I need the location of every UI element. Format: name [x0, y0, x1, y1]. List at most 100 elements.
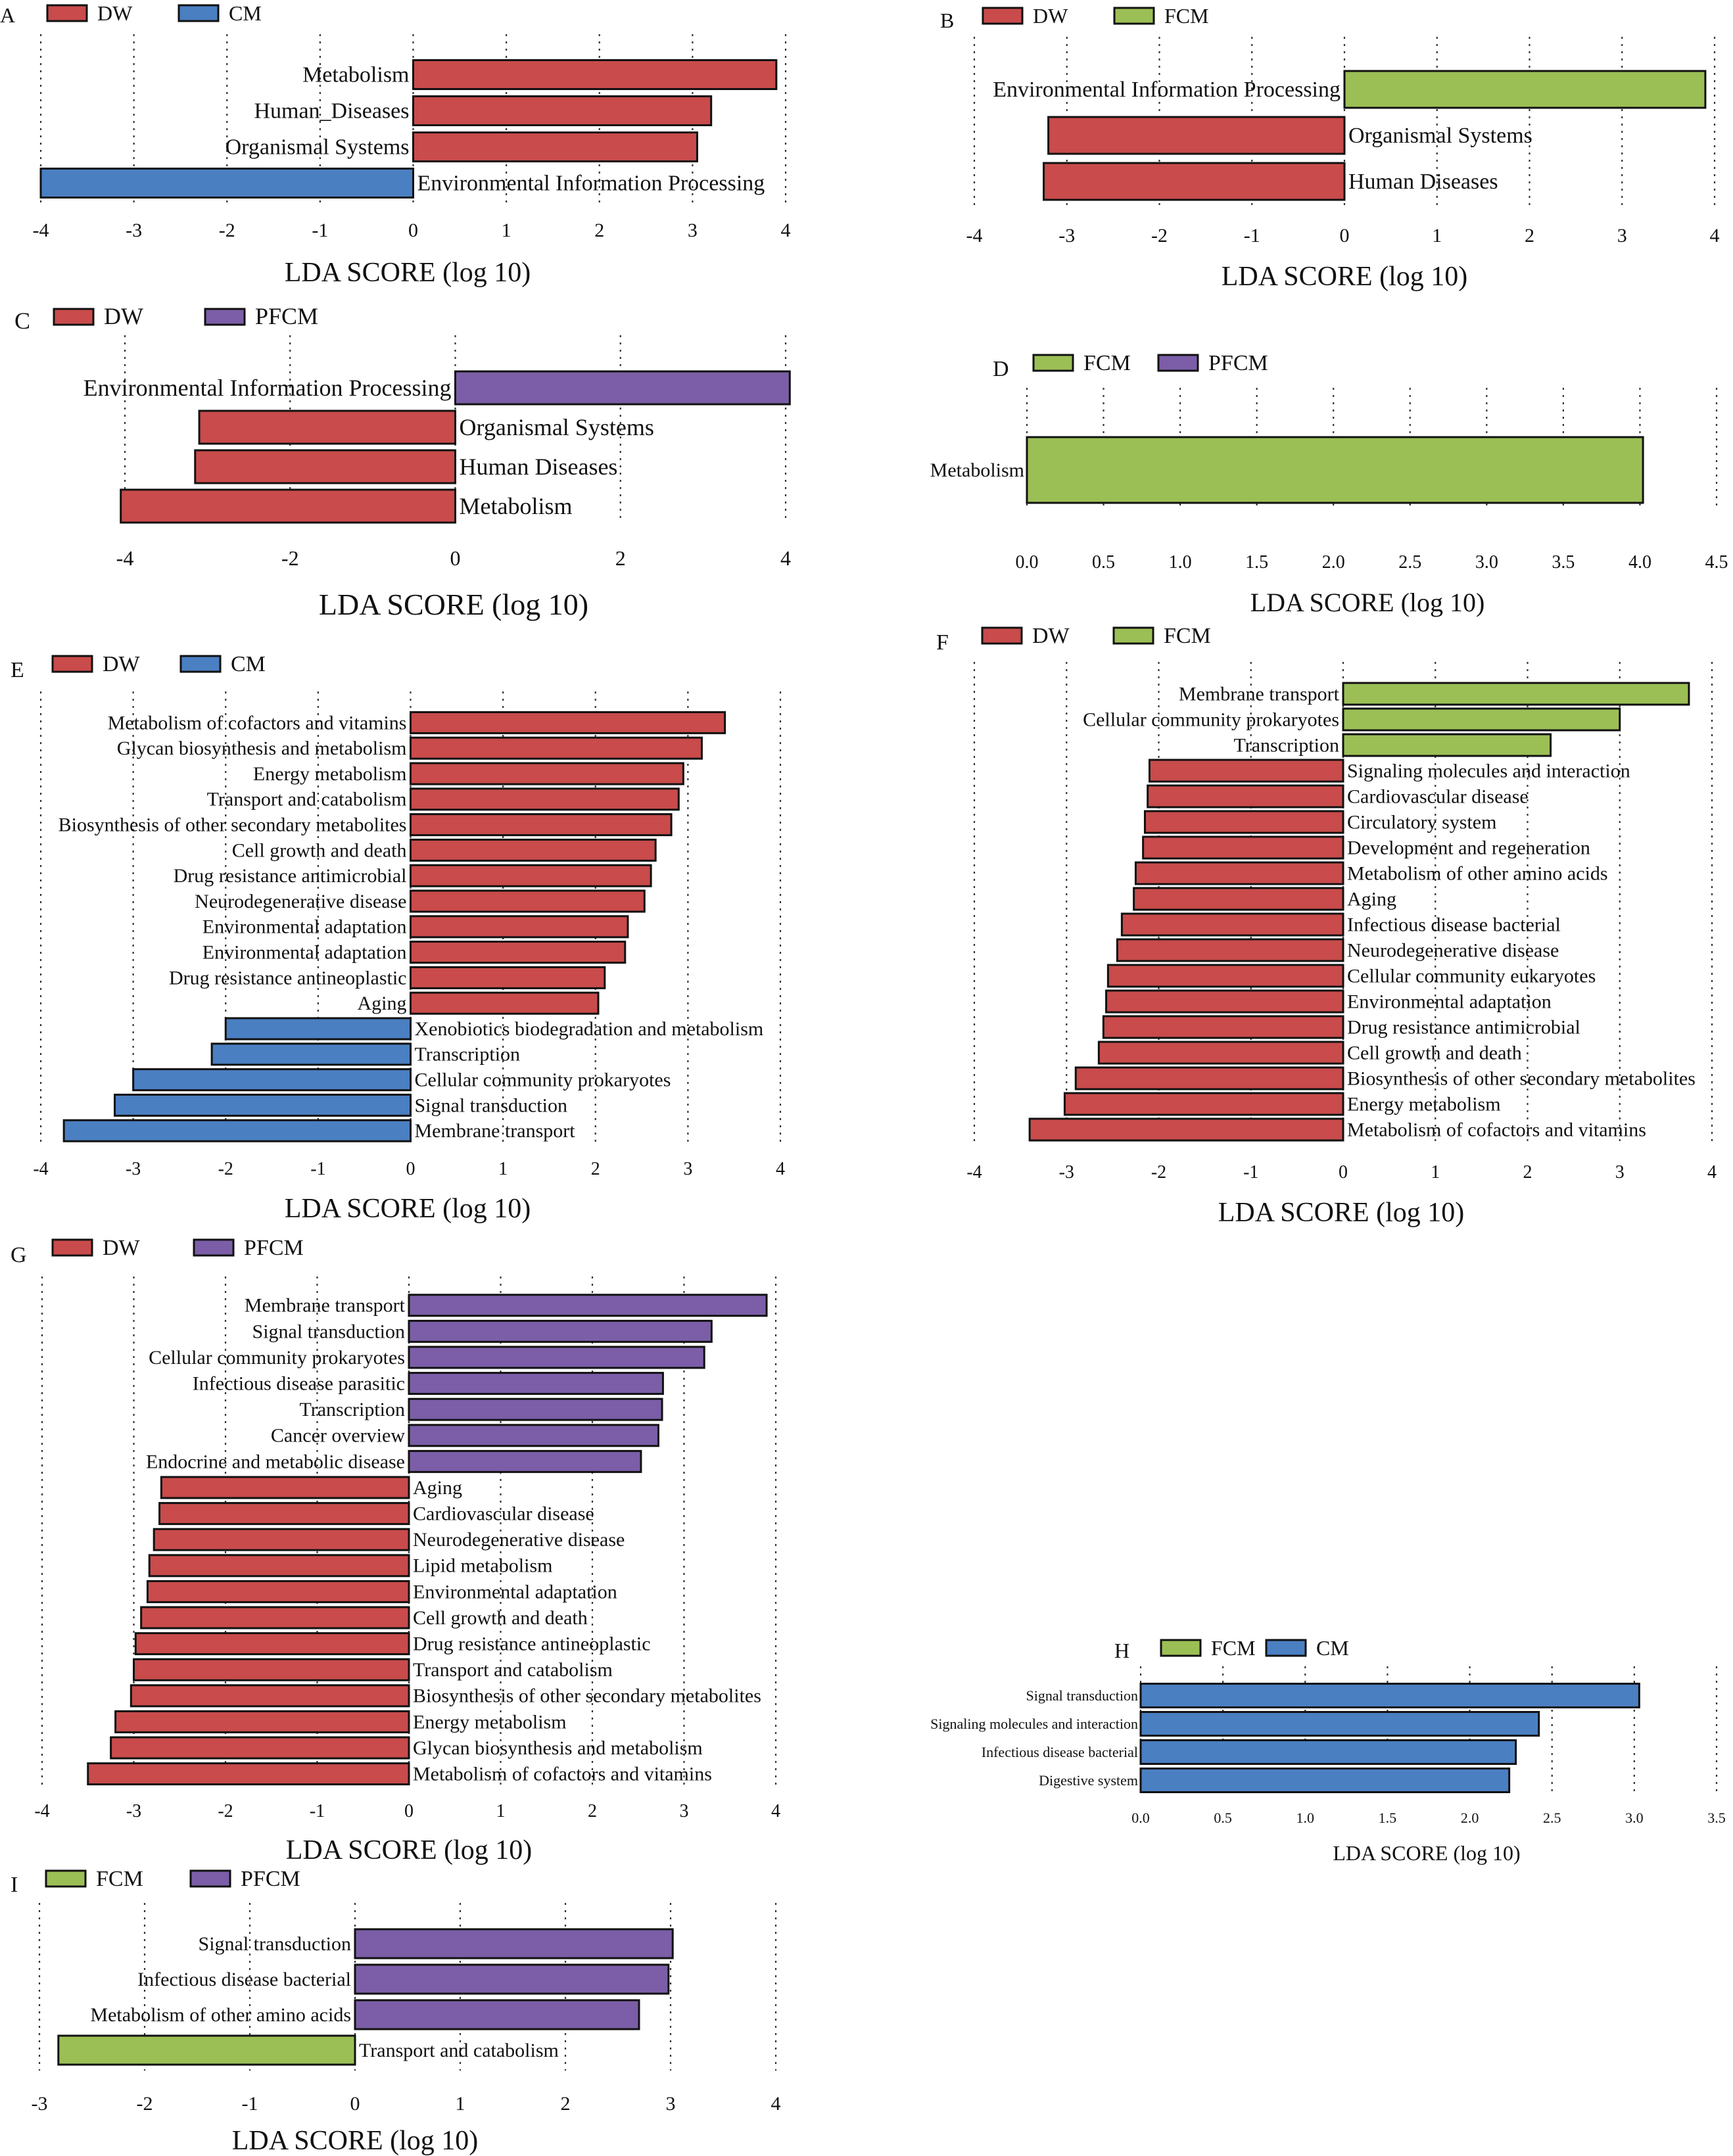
x-tick-label: 2.5: [1543, 1810, 1561, 1826]
bar-dw: [87, 1762, 410, 1786]
bar-label: Transcription: [415, 1044, 521, 1066]
x-tick-label: 3: [683, 1159, 692, 1179]
x-tick-label: 1: [498, 1159, 508, 1179]
x-tick-label: 2.0: [1322, 552, 1345, 573]
bar-label: Transcription: [1233, 734, 1339, 756]
x-axis-title: LDA SCORE (log 10): [285, 258, 531, 288]
bar-dw: [410, 762, 684, 785]
legend-label-dw: DW: [103, 652, 141, 676]
bar-label: Metabolism: [930, 459, 1024, 481]
bar-dw: [1063, 1092, 1344, 1116]
legend-label-pfcm: PFCM: [244, 1236, 304, 1260]
x-tick-label: -1: [312, 220, 328, 241]
x-tick-label: -4: [34, 1801, 49, 1821]
x-tick-label: 2: [561, 2093, 571, 2115]
bar-label: Transcription: [299, 1399, 405, 1420]
x-tick-label: -4: [116, 546, 134, 570]
x-tick-label: 2: [591, 1159, 600, 1179]
bar-dw: [1028, 1117, 1344, 1142]
legend-swatch-fcm: [1112, 626, 1154, 645]
legend-label-pfcm: PFCM: [241, 1867, 300, 1891]
bar-dw: [1148, 759, 1344, 783]
bar-dw: [410, 991, 600, 1015]
panel-label: I: [11, 1873, 18, 1897]
bar-label: Neurodegenerative disease: [195, 891, 406, 912]
bar-dw: [110, 1736, 410, 1760]
bar-label: Cellular community prokaryotes: [149, 1347, 405, 1369]
x-tick-label: 4: [781, 220, 791, 241]
bar-pfcm: [408, 1424, 659, 1447]
bar-label: Cellular community prokaryotes: [415, 1069, 671, 1091]
bar-dw: [160, 1476, 410, 1499]
panel-e: E DW CM -4 -3 -2 -1 0 1 2 3 4 Metabolism of cofactor…: [11, 652, 785, 1224]
bar-label: Biosynthesis of other secondary metaboli…: [1347, 1067, 1696, 1089]
bar-label: Signaling molecules and interaction: [930, 1716, 1138, 1732]
bar-label: Cancer overview: [271, 1425, 405, 1447]
legend-swatch-cm: [1265, 1639, 1307, 1657]
bar-label: Environmental adaptation: [202, 942, 407, 964]
bar-fcm: [1342, 707, 1621, 732]
x-axis-title: LDA SCORE (log 10): [1333, 1841, 1520, 1865]
legend-label-pfcm: PFCM: [255, 303, 318, 329]
bar-label: Metabolism: [460, 493, 573, 519]
x-tick-label: 2: [1523, 1162, 1532, 1183]
bar-dw: [410, 787, 680, 811]
legend-label-fcm: FCM: [1164, 624, 1211, 648]
legend-swatch-cm: [179, 655, 222, 673]
legend-swatch-fcm: [1160, 1639, 1202, 1657]
legend-label-cm: CM: [1316, 1636, 1349, 1660]
bar-dw: [412, 131, 698, 162]
legend-label-fcm: FCM: [1164, 4, 1209, 28]
x-tick-label: 0: [1339, 1162, 1348, 1183]
x-tick-label: -2: [218, 1159, 233, 1179]
x-tick-label: -1: [1243, 1162, 1258, 1183]
x-tick-label: -2: [281, 546, 299, 570]
bar-cm: [39, 168, 414, 199]
x-tick-label: 0.5: [1092, 552, 1115, 573]
bar-label: Cell growth and death: [1347, 1042, 1522, 1064]
panel-label: B: [940, 9, 954, 32]
bar-dw: [1106, 964, 1344, 988]
bar-label: Metabolism: [302, 63, 409, 87]
bar-label: Drug resistance antimicrobial: [174, 865, 407, 887]
bar-label: Signal transduction: [199, 1933, 351, 1955]
bar-dw: [140, 1606, 410, 1629]
bar-label: Infectious disease parasitic: [193, 1373, 405, 1395]
x-axis-title: LDA SCORE (log 10): [319, 588, 588, 621]
bar-dw: [148, 1554, 410, 1578]
bar-cm: [224, 1017, 412, 1041]
x-tick-label: 4: [776, 1159, 785, 1179]
x-tick-label: 0.0: [1016, 552, 1039, 573]
bar-label: Drug resistance antineoplastic: [413, 1633, 651, 1655]
bar-label: Signal transduction: [1026, 1687, 1138, 1704]
x-tick-label: 3.0: [1625, 1810, 1644, 1826]
bar-dw: [1097, 1041, 1344, 1065]
x-axis-title: LDA SCORE (log 10): [232, 2126, 479, 2156]
bar-dw: [1102, 1015, 1344, 1039]
x-tick-label: 1.0: [1296, 1810, 1315, 1826]
bar-label: Drug resistance antimicrobial: [1347, 1016, 1580, 1038]
bar-cm: [114, 1093, 412, 1117]
bar-dw: [410, 966, 606, 989]
bar-fcm: [57, 2034, 356, 2066]
bar-fcm: [1342, 682, 1690, 706]
x-tick-label: -1: [310, 1159, 325, 1179]
bar-label: Metabolism of cofactors and vitamins: [1347, 1119, 1646, 1140]
bar-pfcm: [354, 1999, 640, 2030]
bar-dw: [1142, 835, 1344, 860]
x-tick-label: 1: [456, 2093, 465, 2115]
bar-label: Membrane transport: [1179, 683, 1340, 705]
panel-label: G: [11, 1243, 27, 1267]
bar-cm: [1139, 1711, 1540, 1737]
panel-label: C: [14, 308, 30, 334]
bar-dw: [412, 95, 713, 126]
x-tick-label: -4: [33, 1159, 48, 1179]
bar-fcm: [1026, 436, 1644, 504]
x-tick-label: 4.5: [1705, 552, 1728, 573]
legend-label-cm: CM: [231, 652, 266, 676]
x-tick-label: 0: [450, 546, 461, 570]
bar-label: Human Diseases: [1348, 170, 1498, 194]
bar-dw: [1120, 912, 1344, 937]
bar-label: Energy metabolism: [253, 763, 407, 785]
